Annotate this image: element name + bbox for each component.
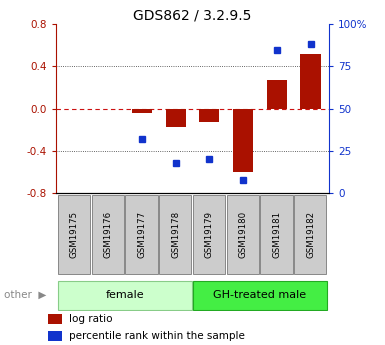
Bar (132, 109, 152, 113)
Text: GH-treated male: GH-treated male (213, 290, 306, 300)
Text: female: female (106, 290, 144, 300)
Bar (227, 195, 259, 274)
Bar (58, 281, 192, 310)
Text: GSM19181: GSM19181 (272, 211, 281, 258)
Bar (48, 331, 62, 341)
Bar (233, 109, 253, 172)
Text: GSM19175: GSM19175 (70, 211, 79, 258)
Text: GSM19176: GSM19176 (104, 211, 113, 258)
Text: GSM19182: GSM19182 (306, 211, 315, 258)
Title: GDS862 / 3.2.9.5: GDS862 / 3.2.9.5 (133, 9, 252, 23)
Bar (260, 195, 293, 274)
Bar (92, 195, 124, 274)
Text: GSM19177: GSM19177 (137, 211, 146, 258)
Text: GSM19180: GSM19180 (239, 211, 248, 258)
Bar (193, 281, 327, 310)
Text: percentile rank within the sample: percentile rank within the sample (69, 331, 245, 341)
Text: log ratio: log ratio (69, 314, 112, 324)
Bar (48, 314, 62, 324)
Bar (199, 109, 219, 122)
Bar (294, 195, 326, 274)
Bar (267, 80, 287, 109)
Bar (166, 109, 186, 127)
Text: GSM19179: GSM19179 (205, 211, 214, 258)
Bar (300, 54, 321, 109)
Text: GSM19178: GSM19178 (171, 211, 180, 258)
Bar (126, 195, 158, 274)
Bar (193, 195, 225, 274)
Bar (58, 195, 90, 274)
Bar (159, 195, 191, 274)
Text: other  ▶: other ▶ (4, 290, 46, 300)
